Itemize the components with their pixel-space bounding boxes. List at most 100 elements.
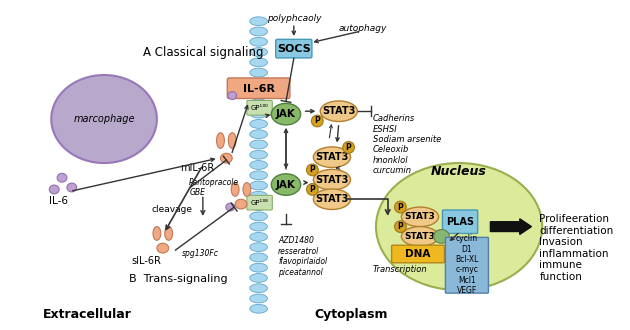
Text: P: P xyxy=(314,116,320,125)
FancyBboxPatch shape xyxy=(247,100,272,115)
Text: P: P xyxy=(346,143,352,152)
Ellipse shape xyxy=(164,227,173,240)
Ellipse shape xyxy=(313,147,350,167)
Ellipse shape xyxy=(250,294,267,303)
Text: PLAS: PLAS xyxy=(446,217,474,227)
Ellipse shape xyxy=(250,232,267,241)
Ellipse shape xyxy=(394,221,406,232)
Ellipse shape xyxy=(320,101,357,121)
Ellipse shape xyxy=(51,75,157,163)
Text: P: P xyxy=(398,222,403,231)
Text: STAT3: STAT3 xyxy=(322,106,355,116)
Text: P: P xyxy=(398,203,403,212)
Text: Extracellular: Extracellular xyxy=(43,308,132,321)
Ellipse shape xyxy=(376,163,542,290)
Ellipse shape xyxy=(250,284,267,293)
Text: sIL-6R: sIL-6R xyxy=(131,256,161,266)
Text: STAT3: STAT3 xyxy=(404,212,435,221)
Ellipse shape xyxy=(250,171,267,180)
Ellipse shape xyxy=(250,119,267,128)
Text: JAK: JAK xyxy=(276,109,296,119)
Ellipse shape xyxy=(250,274,267,282)
Text: A Classical signaling: A Classical signaling xyxy=(143,46,264,59)
Ellipse shape xyxy=(250,37,267,46)
Text: autophagy: autophagy xyxy=(339,23,387,33)
Text: B  Trans-signaling: B Trans-signaling xyxy=(129,275,227,284)
Text: Nucleus: Nucleus xyxy=(431,165,487,178)
Text: Transcription: Transcription xyxy=(373,265,428,274)
Ellipse shape xyxy=(250,161,267,169)
Ellipse shape xyxy=(401,227,438,246)
Ellipse shape xyxy=(311,115,323,127)
Text: DNA: DNA xyxy=(405,249,431,259)
FancyBboxPatch shape xyxy=(247,195,272,210)
Ellipse shape xyxy=(250,181,267,190)
Ellipse shape xyxy=(433,230,449,243)
Text: mIL-6R: mIL-6R xyxy=(180,163,214,173)
Ellipse shape xyxy=(250,150,267,159)
Ellipse shape xyxy=(250,140,267,149)
Ellipse shape xyxy=(313,169,350,190)
Ellipse shape xyxy=(313,189,350,210)
Text: STAT3: STAT3 xyxy=(404,232,435,241)
Text: polyphcaoly: polyphcaoly xyxy=(266,14,321,23)
Ellipse shape xyxy=(67,183,77,192)
Text: marcophage: marcophage xyxy=(73,114,135,124)
Ellipse shape xyxy=(228,92,237,99)
Ellipse shape xyxy=(272,103,301,125)
Ellipse shape xyxy=(250,130,267,139)
Text: spg130Fc: spg130Fc xyxy=(182,248,219,257)
Text: P: P xyxy=(309,165,315,174)
Ellipse shape xyxy=(153,227,161,240)
Ellipse shape xyxy=(250,222,267,231)
Text: Pantopracole
GBE: Pantopracole GBE xyxy=(189,178,239,197)
Text: STAT3: STAT3 xyxy=(315,175,348,185)
Text: cleavage: cleavage xyxy=(151,205,192,214)
Ellipse shape xyxy=(226,203,234,211)
Text: GP¹³⁰: GP¹³⁰ xyxy=(251,105,268,111)
Text: IL-6: IL-6 xyxy=(49,196,67,206)
Ellipse shape xyxy=(250,109,267,118)
Ellipse shape xyxy=(250,202,267,211)
Text: AZD1480
resseratrol
flavopirlaidol
piceatannol: AZD1480 resseratrol flavopirlaidol picea… xyxy=(278,236,328,277)
Ellipse shape xyxy=(157,243,169,253)
Text: Cytoplasm: Cytoplasm xyxy=(315,308,388,321)
FancyArrow shape xyxy=(490,219,532,234)
Ellipse shape xyxy=(235,199,247,209)
Ellipse shape xyxy=(250,68,267,77)
Ellipse shape xyxy=(250,27,267,36)
Text: JAK: JAK xyxy=(276,180,296,189)
Ellipse shape xyxy=(250,253,267,262)
Ellipse shape xyxy=(394,201,406,213)
Ellipse shape xyxy=(250,48,267,56)
Ellipse shape xyxy=(307,183,318,195)
Ellipse shape xyxy=(250,263,267,272)
Text: P: P xyxy=(309,185,315,194)
Ellipse shape xyxy=(220,153,232,163)
Ellipse shape xyxy=(250,58,267,67)
Ellipse shape xyxy=(57,173,67,182)
Ellipse shape xyxy=(401,207,438,227)
Ellipse shape xyxy=(231,182,239,196)
Text: cyclin
D1
Bcl-XL
c-myc
Mcl1
VEGF: cyclin D1 Bcl-XL c-myc Mcl1 VEGF xyxy=(455,234,479,295)
FancyBboxPatch shape xyxy=(276,39,312,58)
Ellipse shape xyxy=(250,191,267,200)
Ellipse shape xyxy=(217,133,224,148)
Ellipse shape xyxy=(250,17,267,26)
Text: Prolifeeration
differentiation
Invasion
inflammation
immune
function: Prolifeeration differentiation Invasion … xyxy=(539,214,614,282)
Ellipse shape xyxy=(250,243,267,251)
Text: STAT3: STAT3 xyxy=(315,152,348,162)
FancyBboxPatch shape xyxy=(442,210,478,233)
Ellipse shape xyxy=(243,182,251,196)
Ellipse shape xyxy=(250,89,267,98)
Text: STAT3: STAT3 xyxy=(315,194,348,204)
Ellipse shape xyxy=(250,212,267,221)
Text: GP¹³⁸: GP¹³⁸ xyxy=(251,200,268,206)
Ellipse shape xyxy=(307,164,318,176)
Ellipse shape xyxy=(250,99,267,108)
FancyBboxPatch shape xyxy=(392,245,444,263)
Ellipse shape xyxy=(49,185,59,194)
FancyBboxPatch shape xyxy=(227,78,290,98)
Text: IL-6R: IL-6R xyxy=(243,84,275,94)
Text: Cadherins
ESHSI
Sodiam arsenite
Celeoxib
hnonklol
curcumin: Cadherins ESHSI Sodiam arsenite Celeoxib… xyxy=(373,114,441,175)
